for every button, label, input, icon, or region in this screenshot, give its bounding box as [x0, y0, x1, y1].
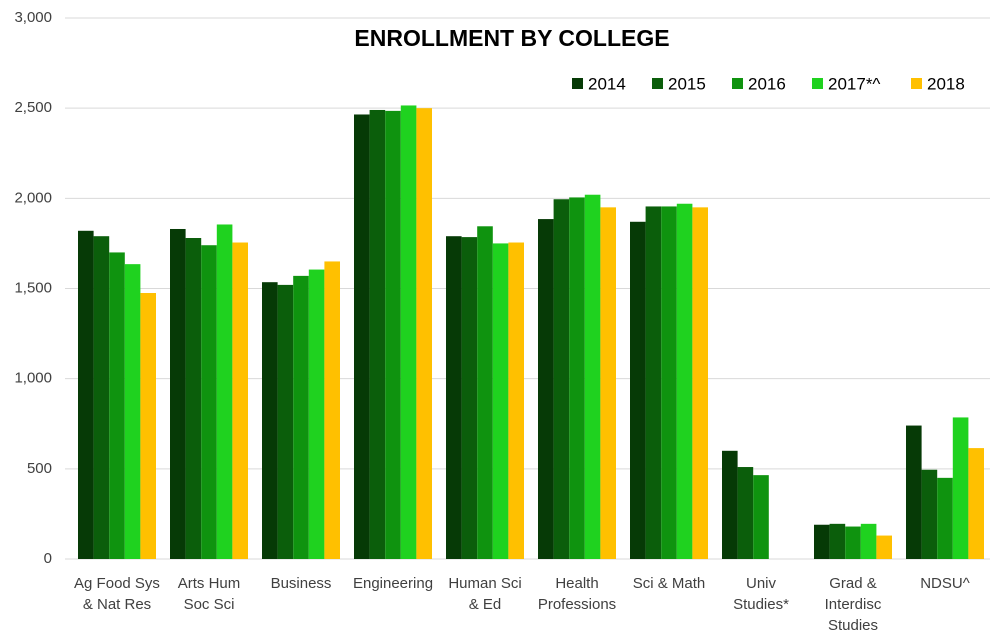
y-tick-label: 2,500	[14, 99, 52, 116]
bar	[569, 197, 585, 559]
y-tick-label: 3,000	[14, 9, 52, 26]
bar	[461, 237, 478, 560]
bar	[262, 282, 278, 559]
bar	[937, 477, 953, 559]
x-tick-label: Sci & Math	[633, 575, 706, 592]
bar	[753, 475, 769, 559]
bar	[538, 219, 554, 560]
x-tick-label: Business	[271, 575, 332, 592]
y-tick-label: 2,000	[14, 189, 52, 206]
bar	[676, 203, 693, 559]
bar	[293, 275, 309, 559]
bar	[308, 269, 325, 559]
x-tick-label: NDSU^	[920, 575, 970, 592]
legend-label: 2017*^	[828, 74, 880, 93]
bar	[324, 261, 340, 559]
bar	[968, 448, 984, 559]
x-tick-label: Engineering	[353, 575, 433, 592]
bar	[109, 252, 125, 559]
bar	[906, 425, 922, 559]
bar	[277, 284, 294, 559]
legend-swatch	[911, 78, 922, 89]
bar	[876, 535, 892, 559]
bar	[600, 207, 616, 559]
y-tick-label: 0	[44, 550, 52, 567]
bar	[216, 224, 233, 559]
bar	[400, 105, 417, 559]
bar	[661, 206, 677, 559]
bar	[369, 109, 386, 559]
bar	[722, 450, 738, 559]
bar	[201, 245, 217, 559]
bar	[814, 524, 830, 559]
bar	[584, 194, 601, 559]
chart-title: ENROLLMENT BY COLLEGE	[354, 25, 669, 51]
bar	[140, 293, 156, 559]
legend-swatch	[732, 78, 743, 89]
y-tick-label: 1,500	[14, 279, 52, 296]
bar	[492, 243, 509, 559]
bar	[645, 206, 662, 559]
x-tick-label: Human Sci & Ed	[448, 575, 521, 613]
bar	[737, 467, 754, 559]
bar	[477, 226, 493, 559]
bar	[630, 221, 646, 559]
bar	[385, 110, 401, 559]
bar	[124, 264, 141, 559]
bar	[78, 230, 94, 559]
legend-label: 2014	[588, 74, 626, 93]
bar	[692, 207, 708, 559]
bar	[553, 199, 570, 560]
legend-swatch	[572, 78, 583, 89]
x-tick-label: Health Professions	[538, 575, 616, 613]
bar	[93, 236, 110, 559]
y-tick-label: 1,000	[14, 370, 52, 387]
x-tick-label: Grad & Interdisc Studies	[825, 575, 882, 634]
legend-label: 2018	[927, 74, 965, 93]
bar	[446, 236, 462, 559]
bar	[185, 238, 202, 560]
bar	[829, 523, 846, 559]
bar	[508, 242, 524, 559]
bar	[952, 417, 969, 559]
legend-label: 2016	[748, 74, 786, 93]
bar	[354, 114, 370, 559]
y-tick-label: 500	[27, 460, 52, 477]
legend-swatch	[812, 78, 823, 89]
x-tick-label: Univ Studies*	[733, 575, 789, 613]
legend-label: 2015	[668, 74, 706, 93]
legend-swatch	[652, 78, 663, 89]
x-tick-label: Ag Food Sys & Nat Res	[74, 575, 160, 613]
bar	[416, 108, 432, 560]
x-tick-label: Arts Hum Soc Sci	[178, 575, 241, 613]
bar	[170, 228, 186, 560]
bar	[232, 242, 248, 559]
bar	[860, 523, 877, 559]
bar	[921, 469, 938, 559]
bar	[845, 526, 861, 559]
